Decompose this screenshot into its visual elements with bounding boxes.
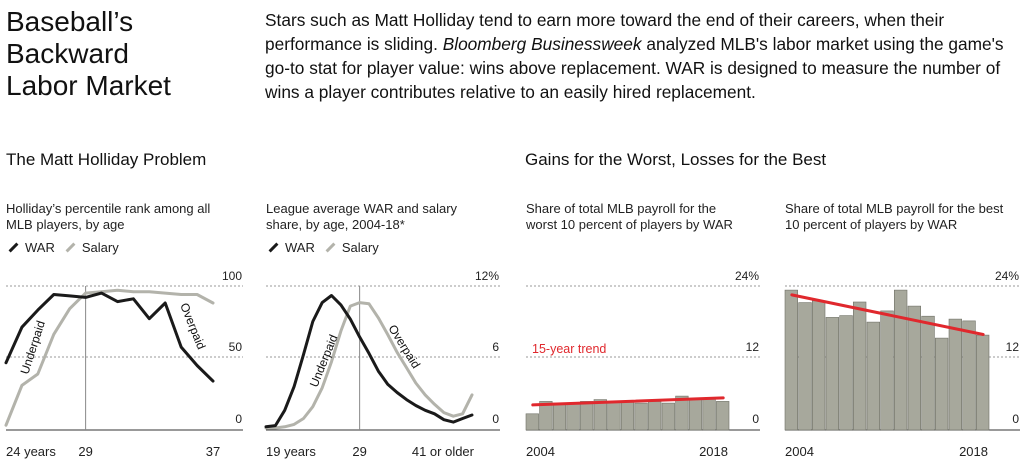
chart3-bar-2013 [648,401,662,431]
legend-salary-label: Salary [81,240,119,255]
chart3-subtitle: Share of total MLB payroll for the worst… [526,201,733,233]
chart4-ytick-mid: 12 [1006,340,1020,354]
chart3-bar-2012 [634,402,648,431]
chart3-bar-2009 [593,399,607,431]
chart3-bar-2008 [580,401,594,431]
chart4-bar-2013 [907,305,921,431]
chart1-subtitle: Holliday’s percentile rank among all MLB… [6,201,210,233]
legend-war-label: WAR [285,240,315,255]
chart1-series-war [4,291,215,383]
chart1-ytick-mid: 50 [229,340,243,354]
chart3-trend-label: 15-year trend [532,342,606,356]
chart3-bar-2015 [675,395,689,431]
chart3-bar-2005 [539,401,553,431]
chart4-bar-2009 [852,301,867,431]
chart4-subtitle-line-2: 10 percent of players by WAR [785,217,958,232]
chart4-bar-2006 [811,300,826,431]
deck-italic: Bloomberg Businessweek [442,34,642,54]
chart1-subtitle-line-1: Holliday’s percentile rank among all [6,201,211,216]
chart1-legend: WAR Salary [6,240,119,255]
chart3-bar-2014 [661,402,675,431]
chart4-subtitle: Share of total MLB payroll for the best … [785,201,1003,233]
chart3-subtitle-line-1: Share of total MLB payroll for the [526,201,717,216]
chart3-subtitle-line-2: worst 10 percent of players by WAR [526,217,733,232]
section-title-left: The Matt Holliday Problem [6,150,207,169]
chart1-series-salary [4,288,215,427]
chart3-ytick-top: 24% [735,269,759,283]
chart2-ytick-mid: 6 [492,340,499,354]
deck-part-2: analyzed MLB's labor market using the ga… [265,34,1004,102]
chart1-xtick-first: 24 years [6,444,56,459]
chart1-annotation-overpaid: Overpaid [177,301,208,351]
chart4-bar-2011 [880,310,894,431]
chart1-xtick-last: 37 [206,444,220,459]
chart4-bar-2018 [975,334,990,431]
chart2-xtick-29: 29 [352,444,366,459]
chart2-xtick-first: 19 years [266,444,316,459]
chart4-bar-2008 [839,315,853,431]
chart4-bar-2012 [893,289,908,431]
chart4-bar-2004 [784,289,798,431]
chart1-ytick-bottom: 0 [235,412,242,426]
chart4-bar-2010 [866,321,880,431]
chart4-ytick-bottom: 0 [1012,412,1019,426]
chart2-ytick-top: 12% [475,269,499,283]
chart3-xtick-first: 2004 [526,444,555,459]
chart3-trend-line [531,396,725,407]
chart4-bar-2007 [825,317,839,431]
chart2-ytick-bottom: 0 [492,412,499,426]
chart3-bar-2007 [566,402,580,431]
chart1-ytick-top: 100 [222,269,242,283]
chart4-subtitle-line-1: Share of total MLB payroll for the best [785,201,1004,216]
legend-salary-label: Salary [341,240,379,255]
headline: Baseball’s Backward Labor Market [6,6,171,102]
chart4-xtick-last: 2018 [959,444,988,459]
chart3-bar-2018 [716,401,730,431]
chart4-bar-2014 [921,315,935,431]
chart2-subtitle: League average WAR and salary share, by … [266,201,457,233]
deck-part-1: Stars such as Matt Holliday tend to earn… [265,10,945,54]
chart3-bar-2010 [607,401,621,431]
chart4-bar-2005 [798,302,812,431]
headline-line-3: Labor Market [6,70,171,101]
chart2-subtitle-line-1: League average WAR and salary [266,201,458,216]
chart3-xtick-last: 2018 [699,444,728,459]
chart3-bar-2016 [688,399,703,431]
chart4-bar-2015 [934,337,949,431]
chart3-bar-2011 [620,401,635,431]
chart4-bar-2016 [948,318,962,431]
chart2-series-war [264,294,474,429]
chart3-ytick-bottom: 0 [752,412,759,426]
chart3-bar-2006 [552,402,567,431]
chart1-xtick-29: 29 [78,444,92,459]
chart4-bar-2017 [962,320,976,431]
headline-line-2: Backward [6,38,129,69]
chart3-bar-2017 [702,397,716,431]
deck-text: Stars such as Matt Holliday tend to earn… [265,8,1017,104]
chart1-subtitle-line-2: MLB players, by age [6,217,125,232]
chart2-legend: WAR Salary [266,240,379,255]
chart3-ytick-mid: 12 [746,340,760,354]
legend-war-label: WAR [25,240,55,255]
chart2-xtick-last: 41 or older [412,444,475,459]
headline-line-1: Baseball’s [6,6,134,37]
chart2-series-salary [264,301,474,430]
section-title-right: Gains for the Worst, Losses for the Best [525,150,827,169]
chart4-trend-line [790,293,985,337]
chart2-subtitle-line-2: share, by age, 2004-18* [266,217,405,232]
chart4-xtick-first: 2004 [785,444,814,459]
chart3-bar-2004 [525,413,539,431]
chart4-ytick-top: 24% [995,269,1019,283]
